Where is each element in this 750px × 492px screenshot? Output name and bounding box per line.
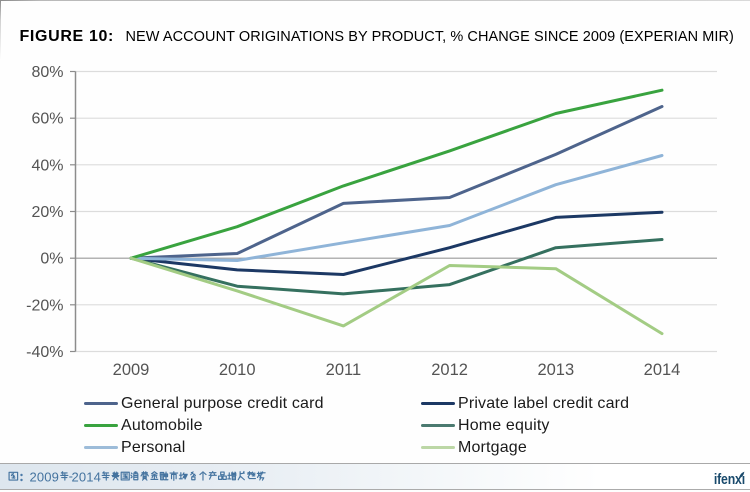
svg-text:2012: 2012 [431, 361, 468, 379]
svg-text:2010: 2010 [219, 361, 256, 379]
svg-text:40%: 40% [31, 157, 63, 174]
svg-text:2013: 2013 [537, 361, 574, 379]
svg-text:-20%: -20% [26, 297, 63, 314]
svg-text:2009: 2009 [30, 470, 60, 485]
svg-text:80%: 80% [31, 64, 63, 81]
svg-text:2009: 2009 [113, 361, 150, 379]
svg-text:-: - [69, 469, 73, 484]
svg-text:2014: 2014 [72, 470, 102, 485]
svg-text:60%: 60% [31, 111, 63, 128]
svg-text:-40%: -40% [26, 344, 63, 361]
svg-text:0%: 0% [40, 251, 63, 268]
svg-text:20%: 20% [31, 204, 63, 221]
svg-text:2011: 2011 [326, 361, 361, 379]
svg-text:2014: 2014 [644, 361, 681, 379]
